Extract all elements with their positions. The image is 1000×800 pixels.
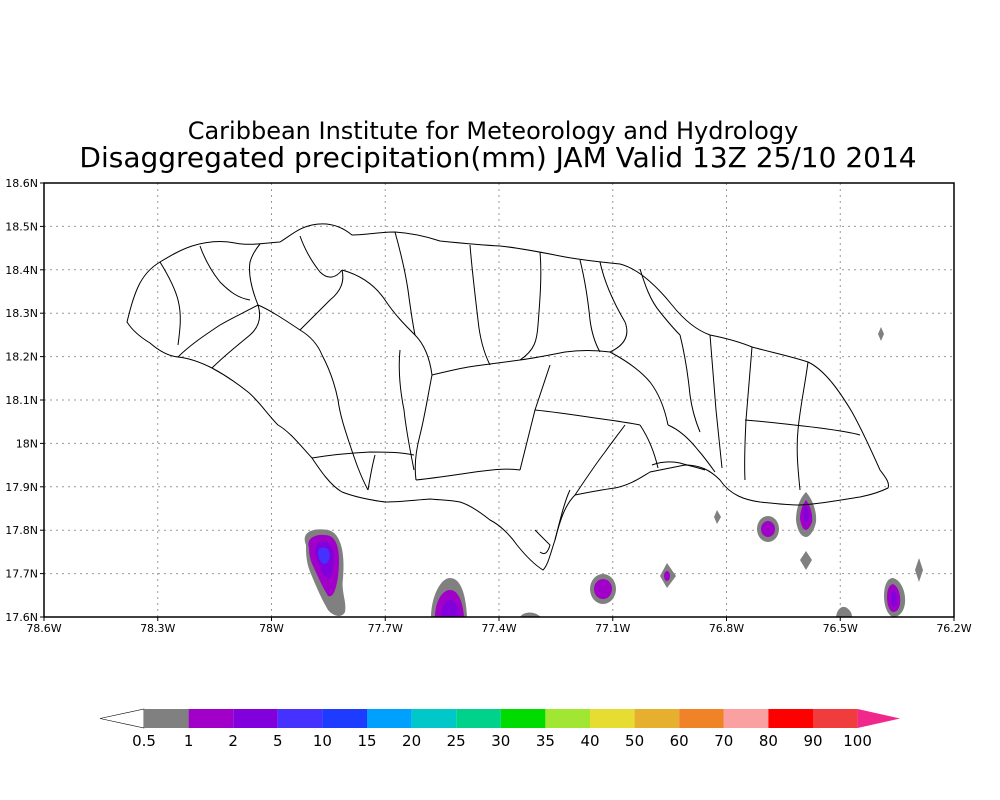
colorbar-swatch xyxy=(590,709,635,728)
lon-tick-label: 77.4W xyxy=(481,622,516,635)
lon-tick-label: 76.5W xyxy=(823,622,858,635)
colorbar: 0.5 1 2 5 10 15 20 25 30 35 40 50 60 70 80 90 100 xyxy=(99,708,900,750)
colorbar-swatch xyxy=(322,709,367,728)
lat-tick-label: 18.2N xyxy=(5,351,38,364)
lat-tick-label: 18N xyxy=(16,437,38,450)
title-line2: Disaggregated precipitation(mm) JAM Vali… xyxy=(79,141,916,174)
colorbar-swatch xyxy=(144,709,189,728)
colorbar-label: 10 xyxy=(313,732,332,750)
colorbar-label: 1 xyxy=(184,732,194,750)
colorbar-swatch xyxy=(411,709,457,728)
colorbar-swatch xyxy=(277,709,323,728)
precip-cell-77-03w xyxy=(590,574,616,604)
colorbar-label: 2 xyxy=(228,732,238,750)
jamaica-outline xyxy=(126,223,889,571)
precip-cell-76-20w xyxy=(884,578,906,617)
colorbar-label: 5 xyxy=(273,732,283,750)
lon-tick-label: 78W xyxy=(259,622,284,635)
precip-cell-76-31w xyxy=(836,606,852,617)
lat-tick-label: 18.3N xyxy=(5,307,38,320)
lat-tick-label: 17.8N xyxy=(5,524,38,537)
precip-speck-76-19w xyxy=(878,327,884,341)
colorbar-label: 30 xyxy=(491,732,510,750)
lat-tick-label: 18.6N xyxy=(5,177,38,190)
colorbar-label: 0.5 xyxy=(132,732,156,750)
lon-tick-label: 78.6W xyxy=(26,622,61,635)
lat-tick-label: 18.5N xyxy=(5,220,38,233)
title-line1: Caribbean Institute for Meteorology and … xyxy=(188,117,799,145)
precip-speck-76-40w xyxy=(800,551,812,570)
colorbar-swatch xyxy=(813,709,858,728)
lon-tick-label: 77.1W xyxy=(595,622,630,635)
precip-speck-76-67w xyxy=(714,510,721,524)
colorbar-right-arrow xyxy=(857,709,900,728)
map-grid xyxy=(44,183,954,617)
coastline xyxy=(126,223,889,571)
colorbar-left-arrow xyxy=(99,708,145,729)
colorbar-swatch xyxy=(634,709,680,728)
precip-speck-76-11w xyxy=(915,558,923,582)
precip-cell-76-85w xyxy=(660,563,676,588)
colorbar-label: 20 xyxy=(402,732,421,750)
colorbar-label: 35 xyxy=(536,732,555,750)
lon-tick-label: 76.2W xyxy=(936,622,971,635)
colorbar-swatch xyxy=(233,709,278,728)
precip-cell-77-20w xyxy=(520,612,541,617)
colorbar-swatch xyxy=(545,709,590,728)
lon-tick-label: 76.8W xyxy=(709,622,744,635)
colorbar-label: 25 xyxy=(447,732,466,750)
lat-tick-label: 17.6N xyxy=(5,611,38,624)
colorbar-label: 50 xyxy=(625,732,644,750)
colorbar-label: 15 xyxy=(357,732,376,750)
colorbar-swatch xyxy=(723,709,769,728)
colorbar-swatch xyxy=(768,709,813,728)
lat-tick-label: 17.7N xyxy=(5,568,38,581)
lat-tick-label: 18.4N xyxy=(5,264,38,277)
colorbar-swatch xyxy=(679,709,724,728)
colorbar-label: 90 xyxy=(803,732,822,750)
colorbar-label: 100 xyxy=(843,732,872,750)
precip-cell-77-42w xyxy=(431,578,467,617)
colorbar-label: 60 xyxy=(670,732,689,750)
precip-cell-76-40w xyxy=(796,492,817,537)
lat-tick-label: 18.1N xyxy=(5,394,38,407)
colorbar-label: 40 xyxy=(580,732,599,750)
precip-cell-77-75w xyxy=(304,529,346,616)
lon-tick-label: 78.3W xyxy=(140,622,175,635)
precip-cell-76-53w xyxy=(757,516,779,542)
lon-tick-label: 77.7W xyxy=(368,622,403,635)
precip-shading xyxy=(304,327,923,617)
colorbar-label: 70 xyxy=(714,732,733,750)
longitude-axis: 78.6W 78.3W 78W 77.7W 77.4W 77.1W 76.8W 76.5W 76… xyxy=(26,617,972,635)
colorbar-label: 80 xyxy=(759,732,778,750)
lat-tick-label: 17.9N xyxy=(5,481,38,494)
colorbar-swatch xyxy=(367,709,412,728)
colorbar-swatch xyxy=(188,709,234,728)
latitude-axis: 18.6N 18.5N 18.4N 18.3N 18.2N 18.1N 18N 17.9N 17… xyxy=(5,177,44,624)
colorbar-swatch xyxy=(456,709,501,728)
colorbar-swatch xyxy=(500,709,546,728)
